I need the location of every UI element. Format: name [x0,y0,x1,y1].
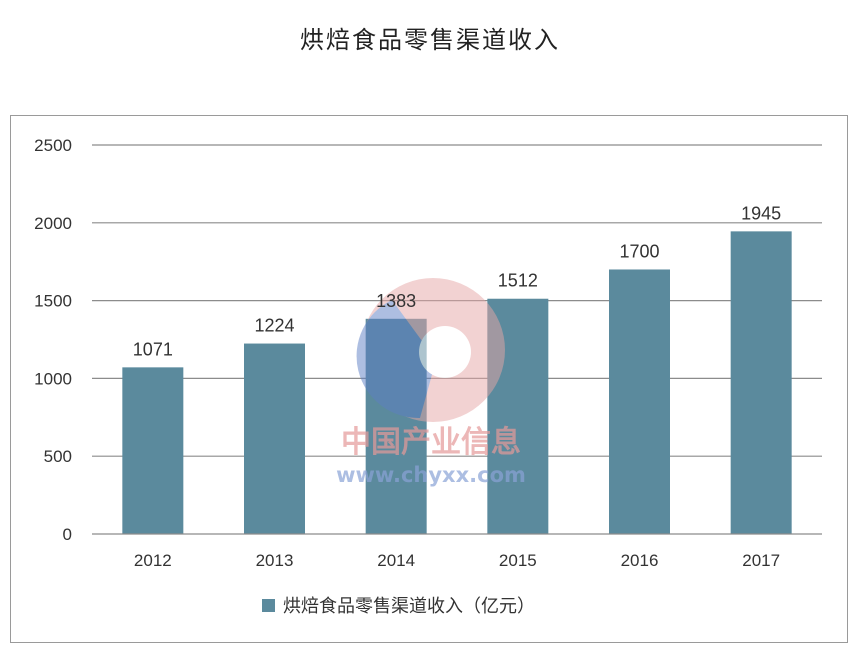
y-tick-label: 2000 [34,214,72,233]
y-axis-ticks: 0 500 1000 1500 2000 2500 [34,136,72,544]
chart-title: 烘焙食品零售渠道收入 [300,26,560,54]
x-tick-label: 2014 [377,551,415,570]
bar-2017 [730,231,792,534]
legend: 烘焙食品零售渠道收入（亿元） [262,596,535,617]
bar-2012 [122,367,184,534]
x-tick-label: 2013 [256,551,294,570]
x-tick-label: 2012 [134,551,172,570]
data-label-2012: 1071 [133,339,173,359]
y-tick-label: 1500 [34,292,72,311]
y-tick-label: 2500 [34,136,72,155]
watermark-logo-center [419,326,471,378]
data-label-2017: 1945 [741,203,781,223]
data-labels: 1071 1224 1383 1512 1700 1945 [133,203,781,359]
data-label-2016: 1700 [619,241,659,261]
legend-swatch [262,599,275,612]
watermark-text-url: www.chyxx.com [336,463,526,487]
data-label-2015: 1512 [498,271,538,291]
y-tick-label: 1000 [34,369,72,388]
chart-frame [10,115,848,643]
legend-label: 烘焙食品零售渠道收入（亿元） [283,596,535,617]
x-tick-label: 2016 [621,551,659,570]
watermark-logo-blue [356,300,436,419]
bar-2013 [244,343,305,534]
x-tick-label: 2015 [499,551,537,570]
x-tick-label: 2017 [742,551,780,570]
y-tick-label: 0 [63,525,72,544]
bar-2016 [609,269,670,534]
watermark: 中国产业信息 www.chyxx.com [336,278,526,487]
x-axis-ticks: 2012 2013 2014 2015 2016 2017 [134,551,780,570]
data-label-2014: 1383 [376,291,416,311]
watermark-text-cn: 中国产业信息 [341,425,521,460]
y-tick-label: 500 [44,447,72,466]
data-label-2013: 1224 [254,316,294,336]
